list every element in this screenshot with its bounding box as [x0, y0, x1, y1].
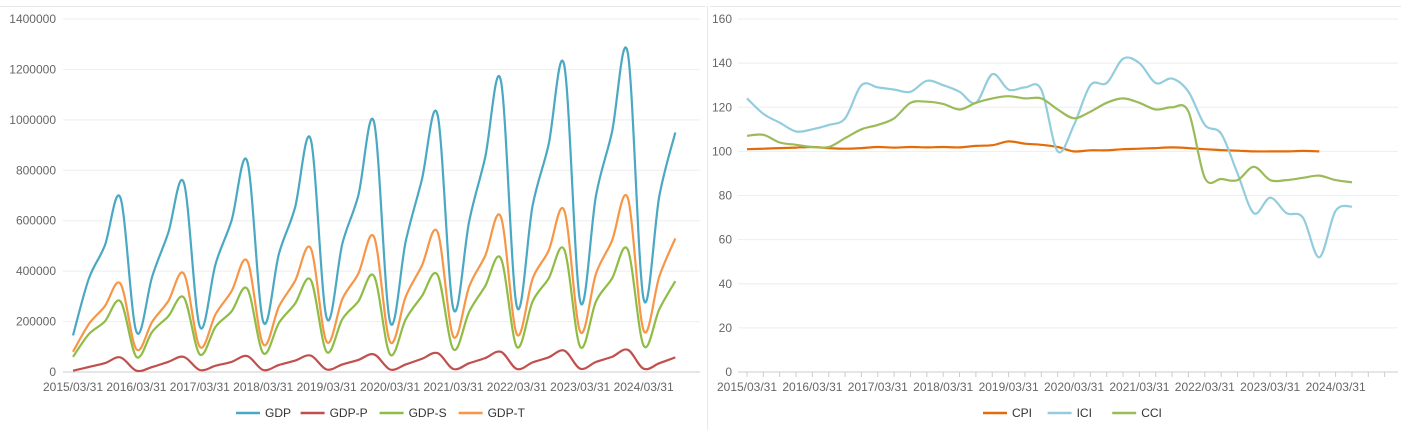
x-tick-label: 2018/03/31 [913, 380, 973, 394]
x-tick-label: 2024/03/31 [1306, 380, 1366, 394]
x-tick-label: 2022/03/31 [1175, 380, 1235, 394]
y-tick-label: 160 [712, 12, 732, 26]
x-tick-label: 2017/03/31 [848, 380, 908, 394]
y-tick-label: 100 [712, 144, 732, 158]
y-tick-label: 0 [49, 365, 56, 379]
x-tick-label: 2020/03/31 [360, 380, 420, 394]
y-tick-label: 80 [719, 189, 733, 203]
x-tick-label: 2017/03/31 [170, 380, 230, 394]
legend-label-ici[interactable]: ICI [1077, 406, 1092, 420]
y-tick-label: 1000000 [9, 113, 56, 127]
legend-label-gdp[interactable]: GDP [265, 406, 291, 420]
x-tick-label: 2023/03/31 [550, 380, 610, 394]
top-border-left [0, 6, 705, 7]
gdp-chart: 0 200000 400000 600000 800000 1000000 1200000 1… [9, 12, 700, 420]
y-tick-label: 120 [712, 100, 732, 114]
y-tick-label: 200000 [16, 315, 56, 329]
legend-label-cpi[interactable]: CPI [1012, 406, 1032, 420]
gdp-chart-panel: 0 200000 400000 600000 800000 1000000 1200000 1… [0, 0, 705, 432]
legend-label-gdp-p[interactable]: GDP-P [330, 406, 368, 420]
series-line-ici [746, 56, 1353, 259]
x-tick-label: 2016/03/31 [106, 380, 166, 394]
x-tick-label: 2016/03/31 [782, 380, 842, 394]
y-tick-label: 400000 [16, 264, 56, 278]
index-chart-panel: 0 20 40 60 80 100 120 140 160 2015/03/31 2016/03/3… [710, 0, 1401, 432]
legend-label-gdp-t[interactable]: GDP-T [488, 406, 526, 420]
y-tick-label: 1200000 [9, 62, 56, 76]
y-tick-label: 20 [719, 321, 733, 335]
legend-label-cci[interactable]: CCI [1141, 406, 1162, 420]
x-tick-label: 2018/03/31 [233, 380, 293, 394]
series-line-gdp-s [72, 246, 677, 359]
series-line-cci [746, 95, 1353, 185]
y-tick-label: 600000 [16, 214, 56, 228]
top-border-right [710, 6, 1401, 7]
y-tick-label: 140 [712, 56, 732, 70]
series-line-gdp-p [72, 348, 676, 373]
x-tick-label: 2023/03/31 [1240, 380, 1300, 394]
y-tick-label: 800000 [16, 163, 56, 177]
y-tick-label: 40 [719, 277, 733, 291]
x-tick-label: 2020/03/31 [1044, 380, 1104, 394]
legend-label-gdp-s[interactable]: GDP-S [409, 406, 447, 420]
index-chart: 0 20 40 60 80 100 120 140 160 2015/03/31 2016/03/3… [712, 12, 1398, 420]
x-tick-label: 2024/03/31 [614, 380, 674, 394]
panel-divider [707, 6, 708, 430]
x-tick-label: 2021/03/31 [423, 380, 483, 394]
x-tick-label: 2019/03/31 [297, 380, 357, 394]
y-tick-label: 1400000 [9, 12, 56, 26]
x-tick-label: 2021/03/31 [1109, 380, 1169, 394]
series-line-cpi [746, 140, 1320, 153]
series-line-gdp [71, 46, 677, 336]
y-tick-label: 60 [719, 233, 733, 247]
series-line-gdp-t [72, 194, 677, 353]
x-tick-label: 2015/03/31 [43, 380, 103, 394]
y-tick-label: 0 [725, 365, 732, 379]
x-tick-label: 2015/03/31 [717, 380, 777, 394]
x-tick-label: 2022/03/31 [487, 380, 547, 394]
x-tick-label: 2019/03/31 [979, 380, 1039, 394]
